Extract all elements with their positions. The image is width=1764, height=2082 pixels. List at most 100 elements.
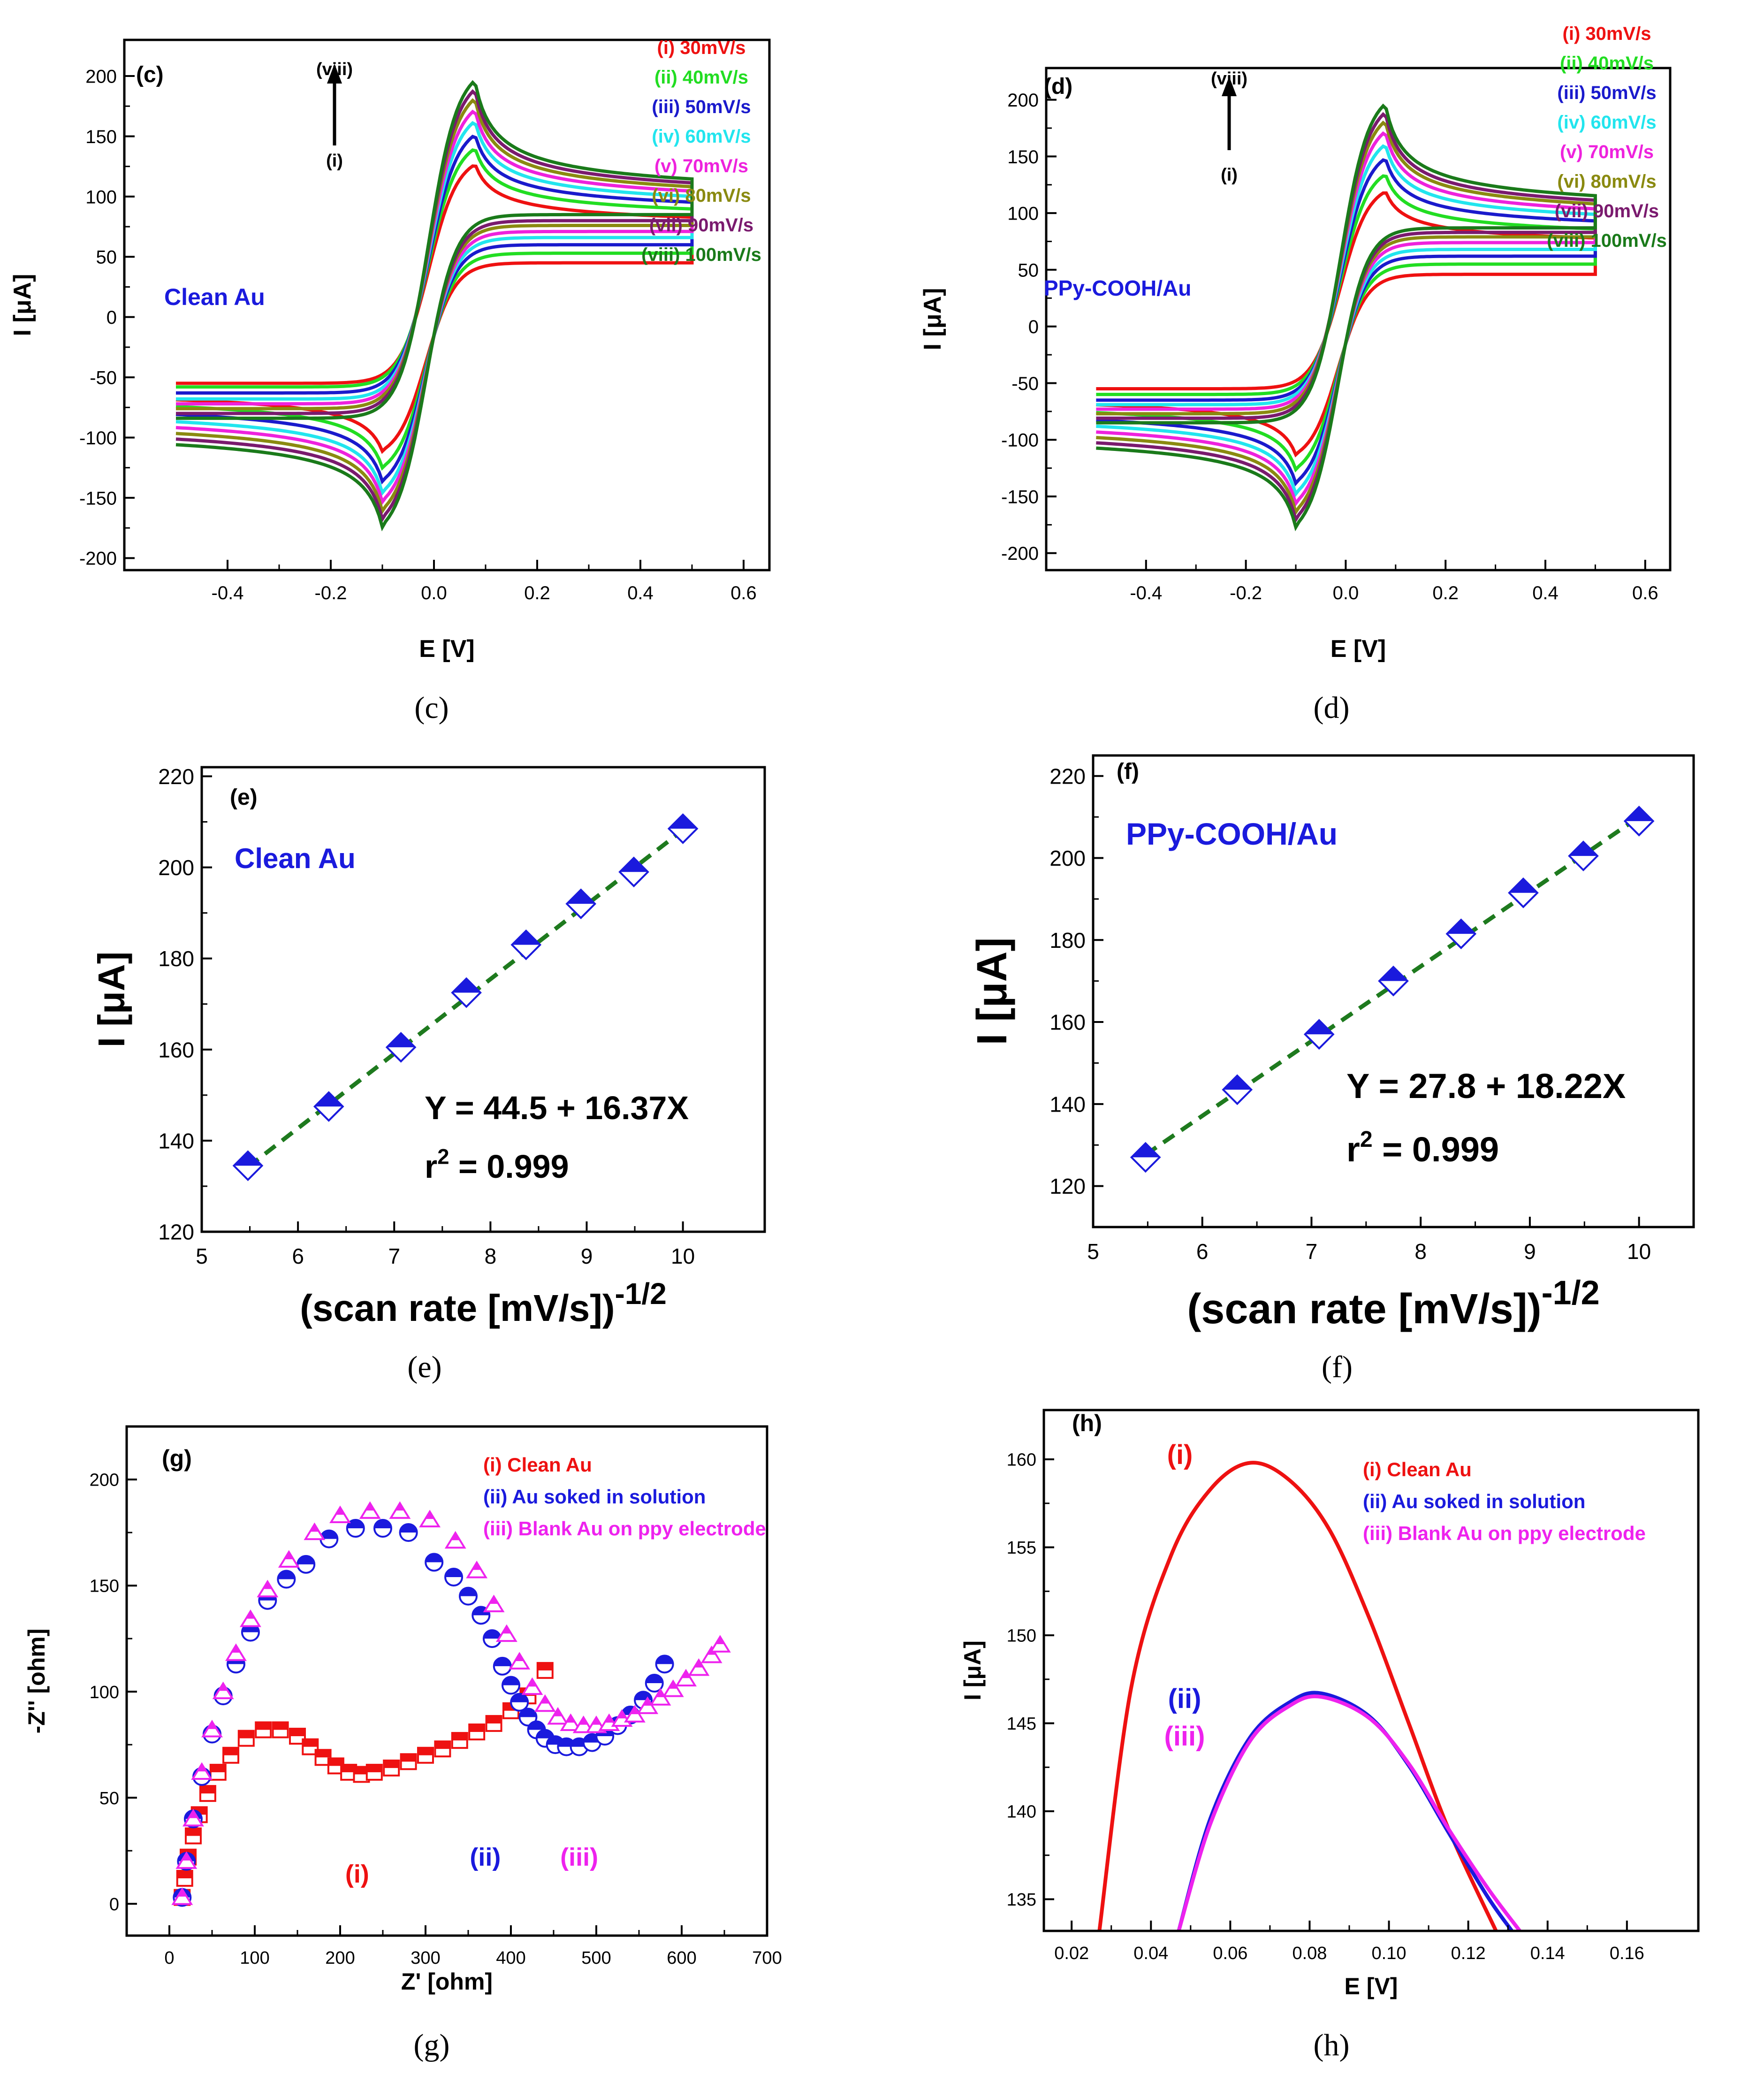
data-point-fill-f xyxy=(1379,967,1407,981)
x-tick-label-d: 0.2 xyxy=(1432,583,1459,603)
peak-curve-2 xyxy=(1177,1694,1521,1931)
nyquist-point-fill-0 xyxy=(354,1767,369,1775)
inset-label-e: Clean Au xyxy=(235,843,356,874)
nyquist-point-2 xyxy=(534,1694,556,1712)
peak-curve-1 xyxy=(1177,1691,1513,1931)
nyquist-point-fill-2 xyxy=(553,1708,563,1716)
nyquist-point-fill-1 xyxy=(278,1571,295,1579)
nyquist-point-fill-1 xyxy=(483,1630,501,1639)
nyquist-point-fill-2 xyxy=(715,1637,725,1644)
nyquist-point-fill-0 xyxy=(256,1722,271,1730)
panel-caption-g: (g) xyxy=(414,2028,450,2062)
data-point-fill-f xyxy=(1625,807,1653,821)
nyquist-point-fill-0 xyxy=(486,1716,502,1724)
y-tick-label-c: -100 xyxy=(79,428,117,449)
nyquist-point-fill-1 xyxy=(511,1693,528,1702)
legend-entry-d: (iv) 60mV/s xyxy=(1557,112,1656,133)
nyquist-point-fill-1 xyxy=(426,1554,443,1563)
fit-equation-f: Y = 27.8 + 18.22X xyxy=(1346,1067,1626,1106)
nyquist-point-fill-0 xyxy=(328,1758,343,1766)
y-axis-label-d: I [μA] xyxy=(919,288,946,351)
data-point-fill-e xyxy=(234,1152,262,1166)
nyquist-point-2 xyxy=(649,1688,671,1706)
y-tick-label-g: 150 xyxy=(90,1577,119,1596)
cv-curve-c-7 xyxy=(175,80,694,532)
legend-entry-h: (iii) Blank Au on ppy electrode xyxy=(1363,1522,1646,1544)
y-tick-label-h: 150 xyxy=(1007,1626,1036,1646)
nyquist-point-fill-0 xyxy=(341,1764,357,1772)
nyquist-point-fill-1 xyxy=(519,1708,537,1717)
x-tick-label-h: 0.06 xyxy=(1213,1944,1247,1963)
arrow-head-c xyxy=(327,64,342,84)
panel-caption-e: (e) xyxy=(407,1350,441,1384)
nyquist-point-fill-0 xyxy=(384,1760,399,1768)
nyquist-point-fill-2 xyxy=(182,1853,191,1861)
legend-entry-c: (viii) 100mV/s xyxy=(641,244,761,265)
nyquist-point-fill-1 xyxy=(347,1520,364,1528)
x-tick-label-h: 0.08 xyxy=(1292,1944,1327,1963)
series-annotation-g-1: (ii) xyxy=(470,1843,501,1871)
legend-entry-d: (iii) 50mV/s xyxy=(1557,83,1656,103)
x-axis-label-c: E [V] xyxy=(419,635,474,663)
nyquist-point-fill-1 xyxy=(297,1556,315,1564)
nyquist-point-fill-2 xyxy=(681,1670,691,1678)
y-tick-label-e: 200 xyxy=(158,855,194,880)
y-axis-label-e: I [μA] xyxy=(91,952,132,1047)
y-tick-label-e: 160 xyxy=(158,1037,194,1062)
x-tick-label-d: -0.2 xyxy=(1230,583,1262,603)
arrow-bottom-label-d: (i) xyxy=(1221,165,1238,185)
nyquist-point-fill-2 xyxy=(579,1717,588,1725)
x-tick-label-h: 0.12 xyxy=(1451,1944,1486,1963)
x-tick-label-e: 9 xyxy=(581,1244,593,1268)
y-tick-label-g: 0 xyxy=(109,1895,119,1914)
legend-entry-c: (i) 30mV/s xyxy=(657,38,746,58)
x-tick-label-h: 0.16 xyxy=(1610,1944,1644,1963)
x-tick-label-f: 9 xyxy=(1524,1239,1536,1264)
x-tick-label-c: 0.2 xyxy=(524,583,550,603)
panel-caption-h: (h) xyxy=(1314,2028,1350,2062)
y-tick-label-d: 100 xyxy=(1007,204,1039,224)
plot-frame-g xyxy=(125,1425,768,1937)
y-tick-label-g: 200 xyxy=(90,1471,119,1490)
fit-equation-e: Y = 44.5 + 16.37X xyxy=(425,1090,689,1126)
y-tick-label-c: 150 xyxy=(85,127,117,147)
fit-r2-e: r2 = 0.999 xyxy=(425,1145,569,1185)
nyquist-point-fill-2 xyxy=(630,1707,639,1715)
nyquist-point-fill-1 xyxy=(374,1520,391,1528)
nyquist-point-fill-0 xyxy=(452,1733,467,1741)
nyquist-point-2 xyxy=(419,1510,441,1527)
plot-frame-h xyxy=(1042,1409,1700,1932)
x-tick-label-c: -0.2 xyxy=(315,583,347,603)
nyquist-point-fill-2 xyxy=(335,1507,345,1515)
x-tick-label-g: 200 xyxy=(325,1948,355,1968)
nyquist-point-fill-0 xyxy=(303,1739,318,1747)
nyquist-point-fill-1 xyxy=(494,1657,511,1666)
nyquist-point-fill-2 xyxy=(502,1626,511,1634)
nyquist-point-fill-0 xyxy=(537,1663,553,1670)
x-tick-label-e: 6 xyxy=(292,1244,304,1268)
nyquist-point-fill-1 xyxy=(460,1587,477,1596)
nyquist-point-fill-1 xyxy=(536,1730,554,1739)
panel-tag-g: (g) xyxy=(162,1445,192,1472)
x-tick-label-d: 0.4 xyxy=(1532,583,1559,603)
panel-caption-c: (c) xyxy=(414,691,449,725)
x-tick-label-f: 5 xyxy=(1087,1239,1099,1264)
legend-entry-d: (v) 70mV/s xyxy=(1560,142,1654,162)
nyquist-point-fill-0 xyxy=(185,1828,201,1836)
nyquist-point-fill-1 xyxy=(320,1530,338,1539)
x-tick-label-f: 10 xyxy=(1627,1239,1651,1264)
y-tick-label-d: 200 xyxy=(1007,90,1039,111)
peak-curve-0 xyxy=(1097,1461,1498,1931)
x-tick-label-g: 500 xyxy=(581,1948,611,1968)
data-point-fill-e xyxy=(669,815,697,829)
nyquist-point-fill-0 xyxy=(273,1722,288,1730)
plot-frame-f xyxy=(1092,754,1695,1228)
nyquist-point-fill-0 xyxy=(418,1747,433,1755)
y-tick-label-c: 200 xyxy=(85,66,117,87)
data-point-fill-f xyxy=(1131,1143,1160,1158)
series-annotation-h-1: (ii) xyxy=(1168,1684,1201,1714)
nyquist-point-fill-2 xyxy=(540,1696,550,1704)
nyquist-point-fill-2 xyxy=(489,1596,499,1604)
panel-tag-h: (h) xyxy=(1072,1410,1102,1436)
